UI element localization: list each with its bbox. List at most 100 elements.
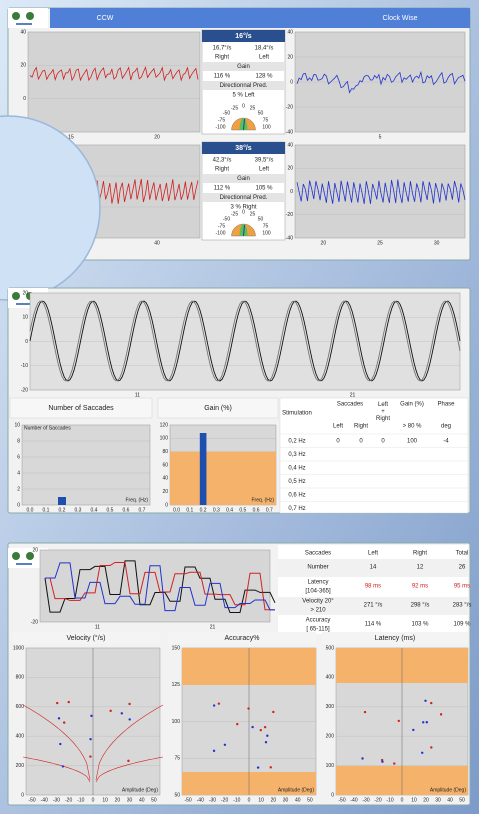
trace [22,756,91,783]
plot-area [39,549,271,623]
point [424,699,427,703]
x-axis-label: Amplitude (Deg) [122,787,158,793]
row-label: [104-365] [305,589,331,595]
y-tick-label: -20 [31,619,38,625]
gauge-label: -75 [218,223,225,229]
table-cell: 100 [407,439,418,445]
gauge-label: 50 [258,110,264,116]
table-header: Gain (%) [400,402,424,408]
x-tick-label: 0.2 [59,507,66,513]
x-tick-label: 0.3 [213,507,220,513]
x-tick-label: 40 [154,240,160,246]
x-tick-label: -30 [362,797,369,803]
table-subheader: Right [354,424,368,430]
x-axis-label: Freq. (Hz) [126,497,149,503]
eye-icon [12,552,20,560]
x-tick-label: -40 [350,797,357,803]
table-cell: 12 [417,565,424,571]
trace [296,179,466,204]
x-tick-label: 0.4 [91,507,98,513]
x-tick-label: -40 [41,797,48,803]
gauge-label: 75 [263,117,269,123]
table-cell: 92 ms [412,584,428,590]
y-tick-label: 75 [174,756,180,762]
x-tick-label: 20 [423,797,429,803]
y-tick-label: 2 [17,486,20,492]
gain-right: 116 % [214,74,231,80]
title-band [322,632,468,644]
y-tick-label: 20 [162,489,168,495]
row-label: Velocity 20° [302,599,334,605]
x-tick-label: -40 [197,797,204,803]
x-tick-label: -20 [65,797,72,803]
table-bg [279,397,469,514]
x-tick-label: 20 [115,797,121,803]
x-tick-label: 0.0 [173,507,180,513]
trace [29,65,199,82]
table-header: Left [368,551,378,557]
trace [22,704,91,781]
x-tick-label: 0.1 [43,507,50,513]
x-tick-label: 0 [401,797,404,803]
table-subheader: Left [333,424,343,430]
point [128,718,131,721]
gauge-label: -100 [215,124,225,130]
dir-value: 3 % Right [230,205,256,211]
plot-area [27,31,201,133]
point [67,700,70,704]
left-speed: 39,5°/s [255,158,274,164]
y-tick-label: 0 [23,96,26,102]
row-label: > 210 [310,608,326,614]
left-label: Left [259,167,269,173]
x-tick-label: 50 [307,797,313,803]
y-tick-label: 50 [174,792,180,798]
y-tick-label: 80 [162,449,168,455]
y-tick-label: 20 [287,166,293,172]
chart-title: Latency (ms) [375,635,415,642]
point [223,743,227,746]
gain-label: Gain [237,176,250,182]
chart-title: Accuracy% [224,635,259,642]
speed: 16°/s [235,32,252,40]
gauge-label: 75 [263,223,269,229]
x-tick-label: 11 [135,392,140,398]
x-tick-label: 20 [154,134,160,140]
point [128,702,131,706]
x-tick-label: 0.6 [123,507,130,513]
right-label: Right [215,55,229,61]
row-label: Number [307,565,328,571]
x-tick-label: 0 [92,797,95,803]
x-tick-label: 30 [127,797,133,803]
eye-icon [26,12,34,20]
right-label: Right [215,167,229,173]
x-tick-label: -10 [77,797,84,803]
y-tick-label: 400 [16,734,25,740]
eye-icon [12,12,20,20]
trace [29,300,461,382]
gauge-label: 0 [242,103,245,109]
row-label: [ 65-115] [306,627,330,633]
x-tick-label: 50 [151,797,157,803]
x-tick-label: 11 [95,624,100,630]
table-cell: 0,7 Hz [288,506,305,512]
x-tick-label: 0.3 [75,507,82,513]
y-tick-label: 0 [165,502,168,508]
point [425,721,429,724]
y-tick-label: 0 [25,339,28,345]
x-tick-label: 0.2 [200,507,207,513]
y-tick-label: 0 [21,792,24,798]
left-label: Left [259,55,269,61]
table-cell: 0 [336,439,340,445]
point [263,725,267,729]
gain-right: 112 % [214,186,231,192]
dir-label: Directionnal Pred. [220,83,268,89]
point [56,701,59,705]
y-tick-label: 20 [32,547,38,553]
table-cell: 298 °/s [411,603,430,609]
y-tick-label: 1000 [13,645,24,651]
table-header: Saccades [337,402,363,408]
x-tick-label: 0.7 [139,507,146,513]
table-cell: 109 % [453,622,471,628]
x-tick-label: -20 [374,797,381,803]
point [422,721,425,724]
